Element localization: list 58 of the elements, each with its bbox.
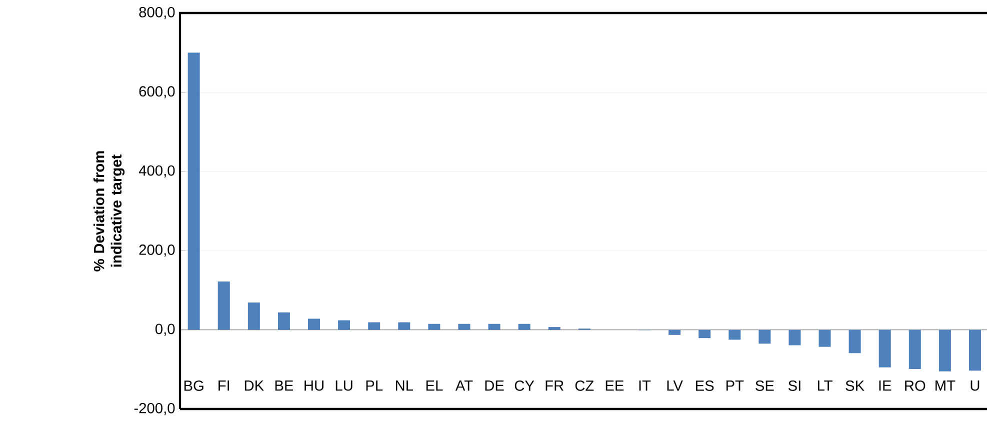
bar bbox=[878, 330, 891, 368]
x-tick-label: IT bbox=[639, 380, 651, 391]
bar bbox=[278, 312, 290, 330]
x-tick-label: PL bbox=[366, 380, 383, 391]
x-tick-label: DK bbox=[244, 380, 264, 391]
bar bbox=[728, 330, 741, 340]
x-tick-label: AT bbox=[455, 380, 473, 391]
x-tick-label: FR bbox=[546, 380, 564, 391]
y-axis-title: % Deviation from indicative target bbox=[93, 151, 125, 272]
x-tick-label: SE bbox=[756, 380, 774, 391]
y-tick-label: 200,0 bbox=[139, 244, 175, 257]
x-tick-label: NL bbox=[396, 380, 414, 391]
y-tick-label: 600,0 bbox=[139, 86, 175, 98]
x-tick-label: HU bbox=[304, 380, 324, 391]
bar bbox=[818, 330, 831, 347]
bar bbox=[788, 330, 801, 346]
bar bbox=[458, 324, 470, 330]
x-tick-label: SI bbox=[788, 380, 800, 391]
x-tick-label: EE bbox=[606, 380, 624, 391]
bar bbox=[308, 318, 320, 330]
x-tick-label: RO bbox=[905, 380, 926, 391]
bar bbox=[428, 324, 440, 330]
bar bbox=[698, 330, 711, 338]
bar bbox=[908, 330, 921, 370]
x-tick-label: CY bbox=[514, 380, 534, 391]
bar bbox=[368, 322, 380, 330]
bar bbox=[338, 320, 350, 330]
y-tick-label: 400,0 bbox=[138, 165, 175, 178]
x-tick-label: EL bbox=[426, 380, 443, 391]
bar bbox=[518, 324, 530, 330]
y-tick-label: 800,0 bbox=[139, 6, 175, 20]
bar bbox=[758, 330, 771, 344]
x-tick-label: BG bbox=[184, 380, 204, 391]
bar bbox=[218, 281, 230, 330]
bar bbox=[188, 52, 200, 330]
x-tick-label: LT bbox=[818, 380, 832, 391]
bar bbox=[248, 302, 260, 330]
bar bbox=[968, 330, 981, 371]
y-tick-label: -200,0 bbox=[134, 402, 175, 416]
x-tick-label: IE bbox=[879, 380, 892, 391]
bar bbox=[848, 330, 861, 354]
y-tick-label: 0,0 bbox=[155, 324, 175, 336]
x-tick-label: CZ bbox=[575, 380, 594, 391]
x-tick-label: FI bbox=[218, 380, 230, 391]
x-tick-label: SK bbox=[846, 380, 864, 391]
bar bbox=[668, 330, 681, 335]
bar bbox=[938, 330, 951, 372]
bar bbox=[548, 327, 560, 330]
x-tick-label: LU bbox=[336, 380, 352, 391]
x-tick-label: LV bbox=[667, 380, 683, 391]
x-tick-label: MT bbox=[936, 380, 956, 391]
x-tick-label: U bbox=[970, 380, 980, 391]
x-tick-label: BE bbox=[275, 380, 294, 391]
x-tick-label: ES bbox=[696, 380, 714, 391]
bar bbox=[398, 322, 410, 330]
bar bbox=[488, 324, 500, 330]
x-tick-label: PT bbox=[726, 380, 744, 391]
x-tick-label: DE bbox=[485, 380, 504, 391]
